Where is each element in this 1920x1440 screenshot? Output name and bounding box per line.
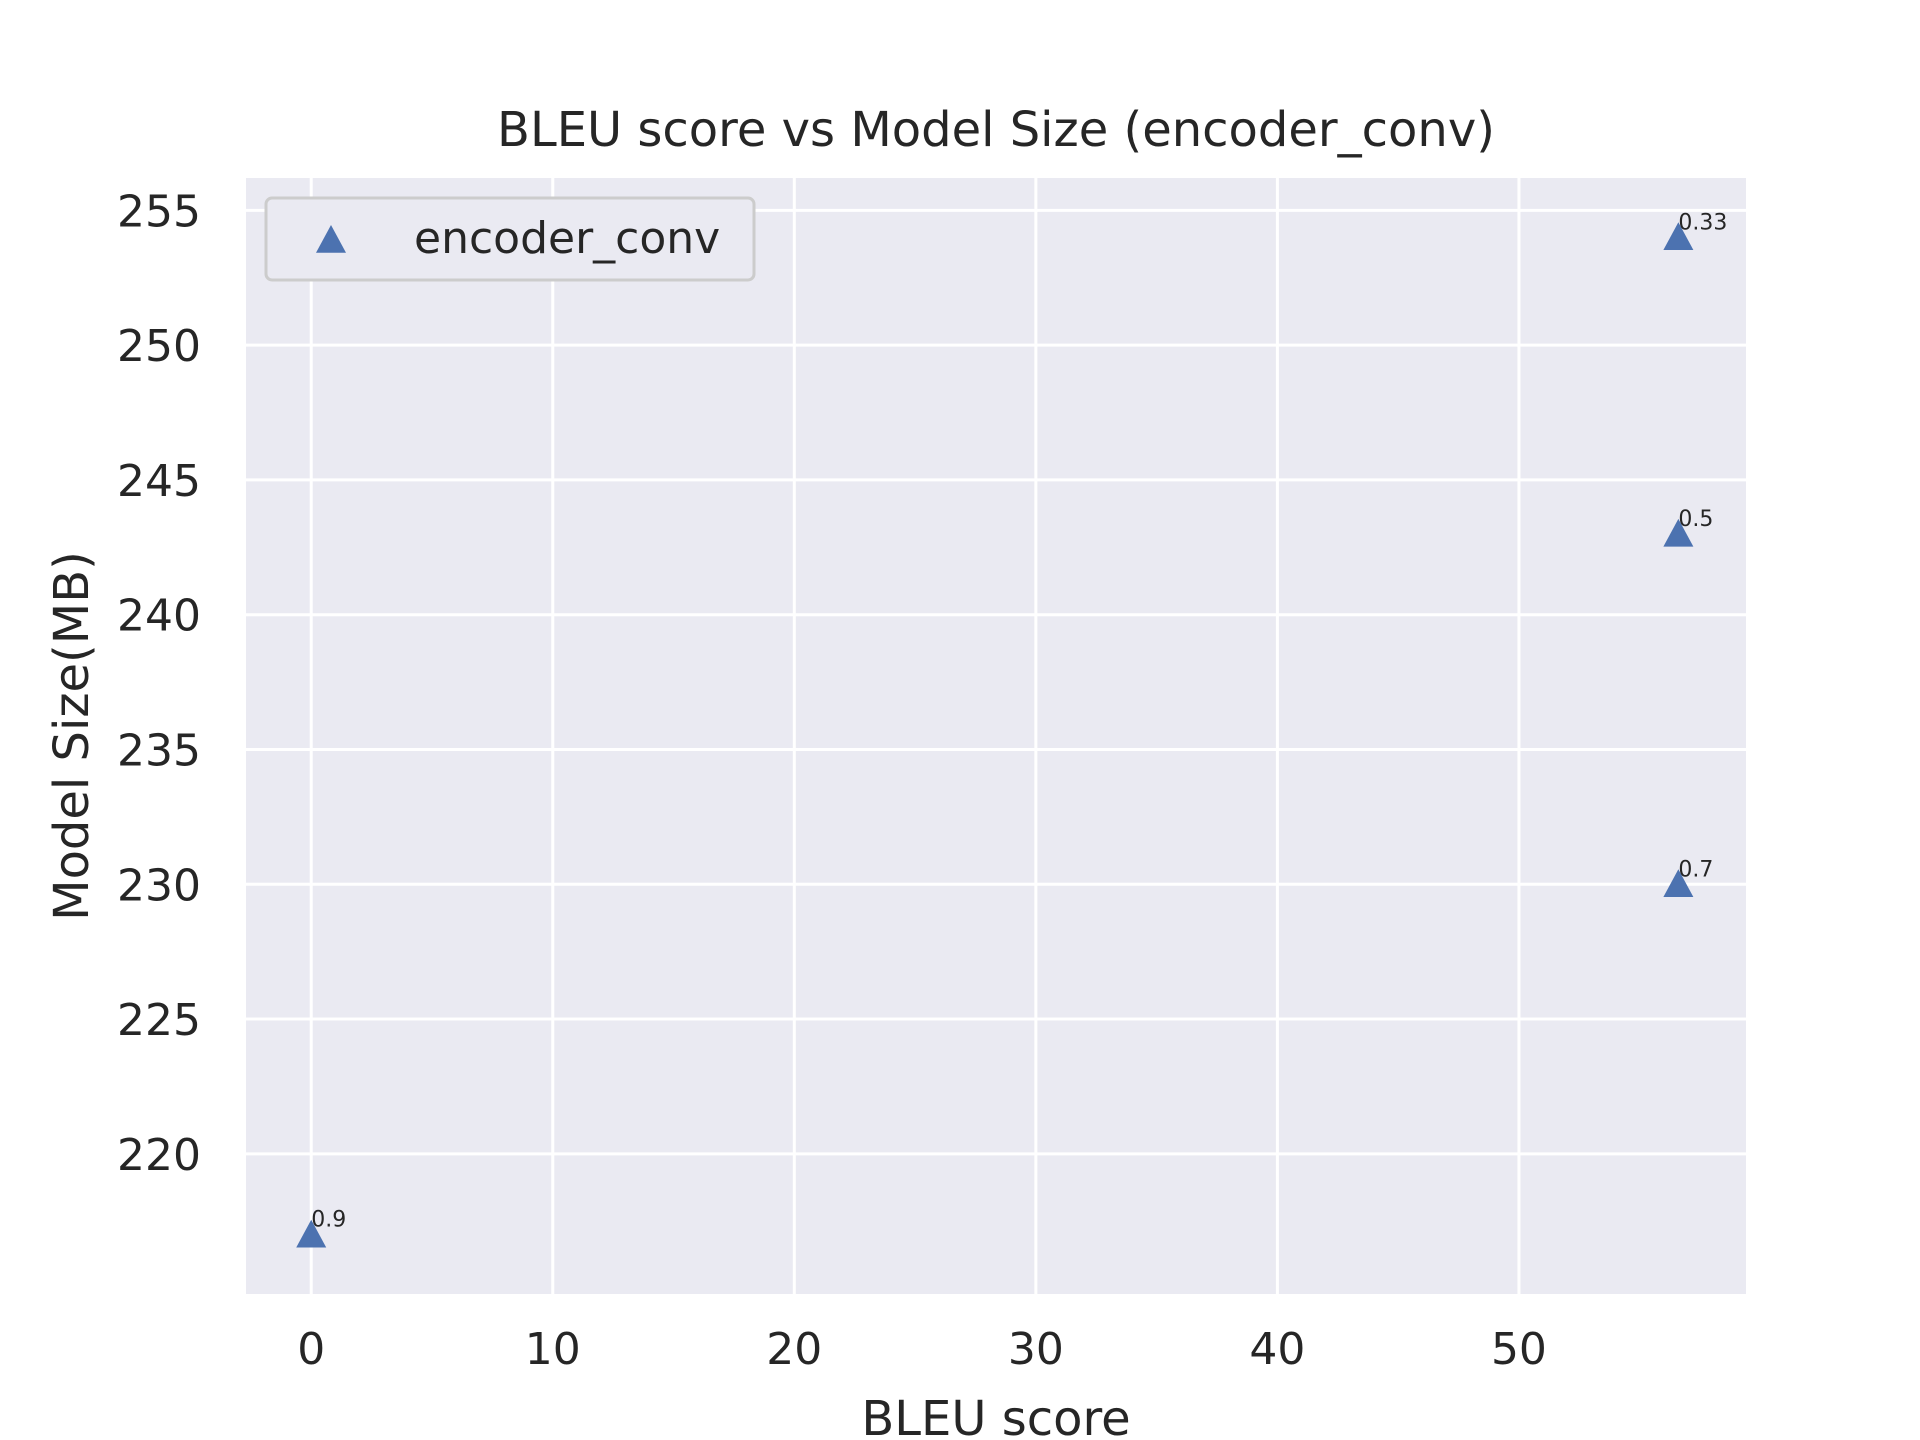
axis-ticks: 0 10 20 30 40 50 220 225 230 235 240 245 250 255: [117, 186, 1547, 1375]
x-tick-label: 0: [297, 1324, 325, 1375]
y-tick-label: 225: [117, 995, 201, 1046]
data-point-label: 0.7: [1678, 857, 1713, 882]
legend-box: [264, 196, 756, 282]
x-tick-label: 20: [766, 1324, 822, 1375]
y-tick-label: 230: [117, 860, 201, 911]
legend-label: encoder_conv: [414, 213, 720, 264]
x-tick-label: 50: [1491, 1324, 1547, 1375]
data-point-label: 0.9: [311, 1208, 346, 1233]
data-point-label: 0.5: [1678, 507, 1713, 532]
data-point: [296, 1219, 327, 1248]
x-tick-label: 30: [1008, 1324, 1064, 1375]
y-tick-label: 240: [117, 591, 201, 642]
x-axis-title: BLEU score: [861, 1391, 1130, 1440]
data-points: 0.9 0.7 0.5 0.33: [296, 210, 1727, 1248]
data-point: [1663, 869, 1694, 898]
y-tick-label: 255: [117, 186, 201, 237]
data-point-label: 0.33: [1678, 210, 1727, 235]
y-tick-label: 220: [117, 1130, 201, 1181]
y-tick-label: 245: [117, 456, 201, 507]
x-tick-label: 40: [1249, 1324, 1305, 1375]
plot-area: [246, 178, 1746, 1294]
chart-title: BLEU score vs Model Size (encoder_conv): [497, 102, 1495, 158]
legend: encoder_conv: [264, 196, 756, 282]
grid: [246, 178, 1746, 1294]
y-tick-label: 235: [117, 725, 201, 776]
data-point: [1663, 518, 1694, 547]
data-point: [1663, 222, 1694, 251]
x-tick-label: 10: [525, 1324, 581, 1375]
y-tick-label: 250: [117, 321, 201, 372]
y-axis-title: Model Size(MB): [44, 551, 100, 921]
legend-marker-triangle: [316, 225, 346, 253]
